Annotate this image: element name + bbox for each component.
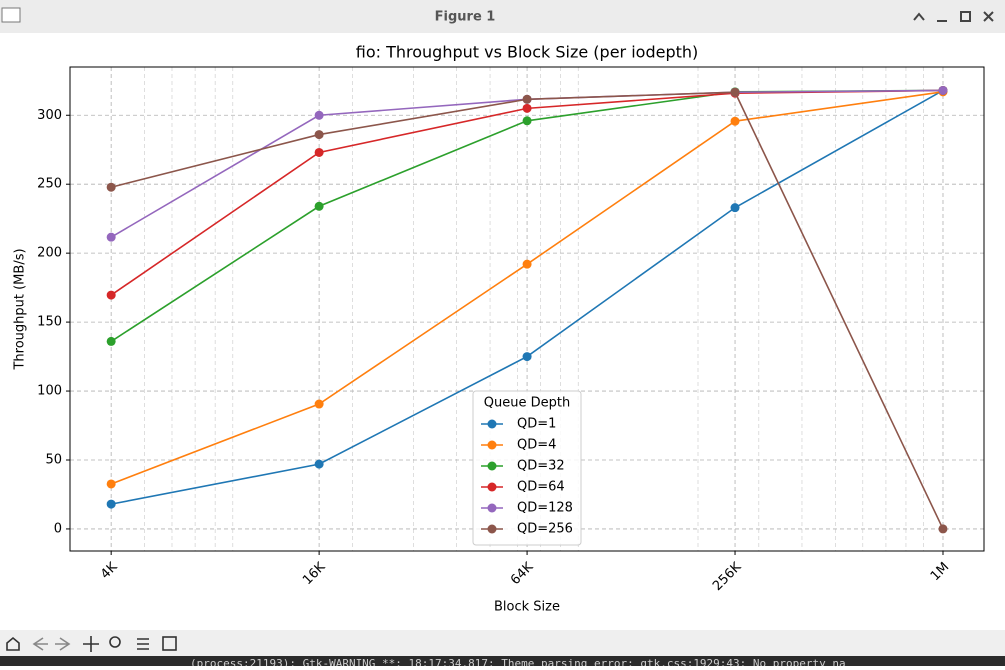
data-point [106,336,116,346]
data-point [522,259,532,269]
close-button[interactable] [983,11,994,22]
y-tick-label: 300 [37,108,62,123]
data-point [314,399,324,409]
restore-button[interactable] [960,11,971,22]
window-icon [1,7,21,23]
y-tick-label: 0 [54,521,62,536]
legend-label: QD=4 [517,438,556,453]
terminal-text: (process:21193): Gtk-WARNING **: 18:17:3… [190,657,846,666]
save-button[interactable] [162,636,177,651]
data-point [314,147,324,157]
title-bar [0,0,1005,33]
home-button[interactable] [6,636,20,651]
legend-label: QD=256 [517,522,573,537]
y-tick-label: 100 [37,384,62,399]
legend-label: QD=128 [517,501,573,516]
toolbar [0,630,1005,656]
data-point [522,94,532,104]
configure-button[interactable] [137,638,149,650]
y-axis-label: Throughput (MB/s) [13,248,28,370]
data-point [314,130,324,140]
axes-frame [69,66,985,552]
data-point [938,524,948,534]
data-point [730,87,740,97]
chart-title: fio: Throughput vs Block Size (per iodep… [356,43,699,62]
data-point [106,182,116,192]
legend-marker [487,482,497,492]
y-tick-label: 50 [45,452,62,467]
legend-title: Queue Depth [484,396,570,411]
legend-label: QD=1 [517,417,556,432]
window-controls[interactable] [913,11,994,22]
legend: Queue Depth QD=1 QD=4 QD=32 QD=64 QD=128 QD=25… [472,390,582,546]
data-point [106,290,116,300]
data-point [730,116,740,126]
y-tick-label: 250 [37,177,62,192]
data-point [730,203,740,213]
data-point [522,352,532,362]
pan-button[interactable] [83,636,99,652]
back-button[interactable] [32,637,48,651]
data-point [522,103,532,113]
legend-marker [487,461,497,471]
forward-button[interactable] [55,637,71,651]
data-point [106,232,116,242]
data-point [106,479,116,489]
legend-label: QD=64 [517,480,565,495]
x-axis-label: Block Size [494,600,560,615]
zoom-button[interactable] [109,636,121,648]
legend-marker [487,440,497,450]
legend-marker [487,419,497,429]
data-point [314,110,324,120]
legend-marker [487,503,497,513]
data-point [938,85,948,95]
maximize-arrow[interactable] [913,12,925,21]
legend-marker [487,524,497,534]
legend-label: QD=32 [517,459,565,474]
data-point [522,116,532,126]
y-tick-label: 150 [37,315,62,330]
y-tick-label: 200 [37,246,62,261]
window-title: Figure 1 [435,10,496,25]
terminal [0,656,1005,666]
data-point [314,459,324,469]
data-point [106,499,116,509]
toolbar-icons[interactable] [6,636,177,652]
data-point [314,201,324,211]
legend-box [472,390,582,546]
